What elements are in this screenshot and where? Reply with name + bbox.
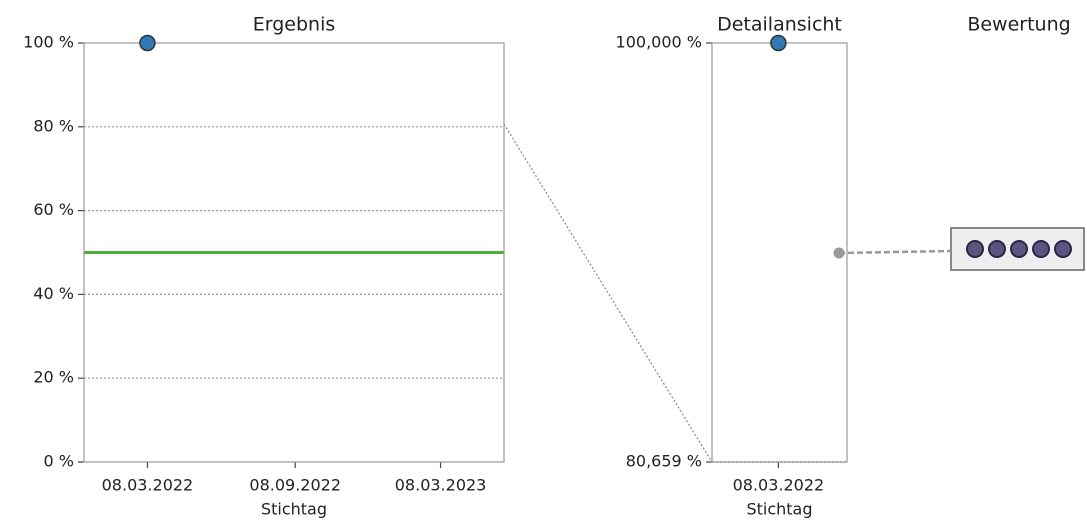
rating-connector: [838, 249, 952, 255]
x-tick-label: 08.09.2022: [249, 476, 341, 495]
y-tick-label: 20 %: [33, 368, 74, 387]
y-tick-label: 80,659 %: [626, 452, 702, 471]
rating-dot: [1010, 240, 1028, 258]
y-tick-label: 0 %: [44, 452, 74, 471]
y-tick-label: 100 %: [23, 33, 74, 52]
x-tick-label: 08.03.2022: [102, 476, 194, 495]
plot-frame: [711, 42, 848, 463]
y-tick-label: 60 %: [33, 200, 74, 219]
rating-dot: [1054, 240, 1072, 258]
rating-anchor: [833, 247, 845, 259]
plot-frame: [83, 42, 505, 463]
y-tick-label: 80 %: [33, 116, 74, 135]
rating-title: Bewertung: [967, 14, 1070, 36]
x-axis-label: Stichtag: [746, 500, 812, 519]
point: [770, 34, 787, 52]
y-tick-label: 40 %: [33, 284, 74, 303]
x-axis-label: Stichtag: [261, 500, 327, 519]
zoom-connector: [503, 123, 713, 463]
point: [139, 34, 156, 52]
chart-title: Ergebnis: [253, 14, 336, 36]
rating-dot: [966, 240, 984, 258]
x-tick-label: 08.03.2022: [733, 476, 825, 495]
y-tick-label: 100,000 %: [616, 33, 702, 52]
chart-title: Detailansicht: [717, 14, 842, 36]
x-tick-label: 08.03.2023: [395, 476, 487, 495]
rating-dot: [1032, 240, 1050, 258]
rating-dot: [988, 240, 1006, 258]
